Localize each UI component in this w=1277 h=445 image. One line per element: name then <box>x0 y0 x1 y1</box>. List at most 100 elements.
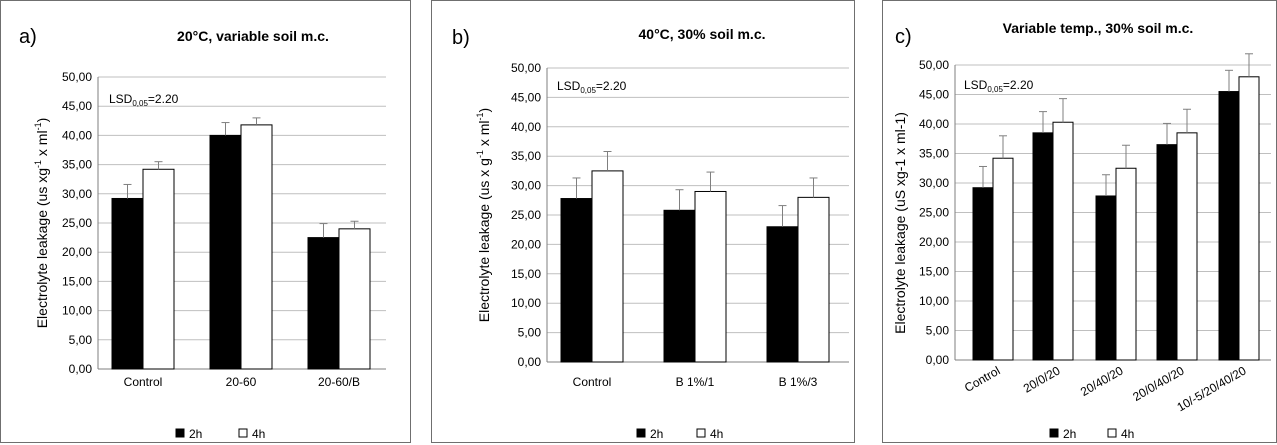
y-axis-label-superscript: -1 <box>33 160 43 168</box>
y-axis-label-part: ) <box>476 108 492 113</box>
y-tick-label: 35,00 <box>511 149 541 163</box>
bar-4h <box>797 196 830 363</box>
x-category-label: 20-60/B <box>318 375 360 389</box>
y-tick-label: 25,00 <box>919 206 949 220</box>
bar-2h <box>1032 132 1054 361</box>
y-axis-label-part: Electrolyte leakage (us x g <box>476 158 492 322</box>
y-tick-label: 50,00 <box>919 58 949 72</box>
bar-2h <box>560 198 593 363</box>
bar-2h <box>209 134 242 370</box>
y-tick-label: 10,00 <box>62 304 92 318</box>
y-tick-label: 20,00 <box>62 245 92 259</box>
chart-a-svg: a) 20°C, variable soil m.c. 0,00 5,00 10,00 1… <box>19 26 386 441</box>
chart-title: Variable temp., 30% soil m.c. <box>1003 20 1194 36</box>
bar-2h <box>972 187 994 361</box>
y-axis-label: Electrolyte leakage (us xg-1 x ml-1) <box>33 118 50 329</box>
y-tick-label: 40,00 <box>511 120 541 134</box>
y-axis-label: Electrolyte leakage (uS xg-1 x ml-1) <box>892 112 908 334</box>
y-tick-label: 15,00 <box>62 274 92 288</box>
y-axis-label-part: x ml <box>34 130 50 160</box>
panel-label: c) <box>895 26 912 48</box>
legend-label-4h: 4h <box>710 427 723 441</box>
y-tick-label: 10,00 <box>511 296 541 310</box>
chart-panel-a: a) 20°C, variable soil m.c. 0,00 5,00 10,00 1… <box>0 0 411 443</box>
y-tick-label: 50,00 <box>511 61 541 75</box>
y-tick-label: 50,00 <box>62 70 92 84</box>
bar-4h <box>1176 132 1198 361</box>
bar-2h <box>1218 91 1240 361</box>
y-tick-label: 0,00 <box>69 362 93 376</box>
chart-panel-c: c) Variable temp., 30% soil m.c. 0,00 5,00 1… <box>882 0 1277 443</box>
y-tick-label: 5,00 <box>518 326 542 340</box>
x-category-label: B 1%/1 <box>676 375 715 389</box>
y-axis-label: Electrolyte leakage (us x g-1 x ml-1) <box>475 108 492 322</box>
x-category-label: 20/0/40/20 <box>1130 363 1186 404</box>
y-axis-label-superscript: -1 <box>475 112 485 120</box>
lsd-label: LSD <box>557 79 581 93</box>
bar-4h <box>142 168 175 370</box>
bar-4h <box>992 157 1014 361</box>
bar-4h <box>591 170 624 363</box>
y-tick-label: 10,00 <box>919 294 949 308</box>
lsd-label: LSD <box>964 78 988 92</box>
lsd-annotation: LSD0,05=2.20 <box>109 92 179 108</box>
bar-4h <box>1052 121 1074 361</box>
y-axis-label-part: ) <box>34 118 50 123</box>
bar-2h <box>1095 195 1117 361</box>
bar-2h <box>663 209 696 363</box>
legend-label-2h: 2h <box>1063 427 1076 441</box>
y-tick-label: 15,00 <box>511 267 541 281</box>
x-category-label: 20/40/20 <box>1078 363 1126 399</box>
lsd-value: =2.20 <box>148 92 179 106</box>
chart-title: 40°C, 30% soil m.c. <box>639 26 766 42</box>
legend-swatch-4h <box>1107 428 1117 438</box>
bar-4h <box>1238 76 1260 361</box>
x-category-label: 20-60 <box>226 375 257 389</box>
y-tick-label: 45,00 <box>919 88 949 102</box>
chart-panel-b: b) 40°C, 30% soil m.c. 0,00 5,00 10,00 15,00 2… <box>431 0 855 443</box>
bar-2h <box>1156 144 1178 361</box>
bar-2h <box>307 237 340 370</box>
x-category-label: B 1%/3 <box>779 375 818 389</box>
y-tick-label: 30,00 <box>62 187 92 201</box>
legend-label-2h: 2h <box>189 427 202 441</box>
x-category-label: Control <box>573 375 612 389</box>
legend-label-2h: 2h <box>650 427 663 441</box>
y-axis-label-part: x ml <box>476 120 492 150</box>
y-tick-label: 30,00 <box>919 176 949 190</box>
y-axis-label-part: Electrolyte leakage (uS xg-1 x ml-1) <box>892 112 908 334</box>
legend-swatch-4h <box>238 428 248 438</box>
lsd-subscript: 0,05 <box>132 99 148 108</box>
y-axis-label-superscript: -1 <box>33 122 43 130</box>
x-category-label: 20/0/20 <box>1021 363 1063 395</box>
y-tick-label: 25,00 <box>62 216 92 230</box>
y-tick-label: 0,00 <box>518 355 542 369</box>
lsd-label: LSD <box>109 92 133 106</box>
legend-swatch-4h <box>696 428 706 438</box>
y-tick-label: 0,00 <box>926 353 950 367</box>
legend-swatch-2h <box>636 428 646 438</box>
y-tick-label: 35,00 <box>919 147 949 161</box>
chart-c-svg: c) Variable temp., 30% soil m.c. 0,00 5,00 1… <box>892 20 1271 441</box>
panel-label: b) <box>452 27 470 49</box>
y-tick-label: 30,00 <box>511 179 541 193</box>
y-tick-label: 20,00 <box>919 235 949 249</box>
y-axis-label-superscript: -1 <box>475 150 485 158</box>
y-tick-label: 15,00 <box>919 265 949 279</box>
y-tick-label: 40,00 <box>919 117 949 131</box>
lsd-value: =2.20 <box>596 79 627 93</box>
chart-b-svg: b) 40°C, 30% soil m.c. 0,00 5,00 10,00 15,00 2… <box>452 26 849 441</box>
chart-title: 20°C, variable soil m.c. <box>177 28 329 44</box>
y-tick-label: 35,00 <box>62 158 92 172</box>
y-tick-label: 45,00 <box>511 90 541 104</box>
bar-2h <box>111 197 144 370</box>
y-tick-label: 45,00 <box>62 99 92 113</box>
lsd-annotation: LSD0,05=2.20 <box>964 78 1034 94</box>
y-axis-label-part: Electrolyte leakage (us xg <box>34 168 50 328</box>
y-tick-label: 5,00 <box>926 324 950 338</box>
x-category-label: Control <box>124 375 163 389</box>
x-category-label: 10/-5/20/40/20 <box>1174 363 1248 414</box>
lsd-annotation: LSD0,05=2.20 <box>557 79 627 95</box>
panel-label: a) <box>19 26 37 48</box>
bar-2h <box>766 226 799 363</box>
